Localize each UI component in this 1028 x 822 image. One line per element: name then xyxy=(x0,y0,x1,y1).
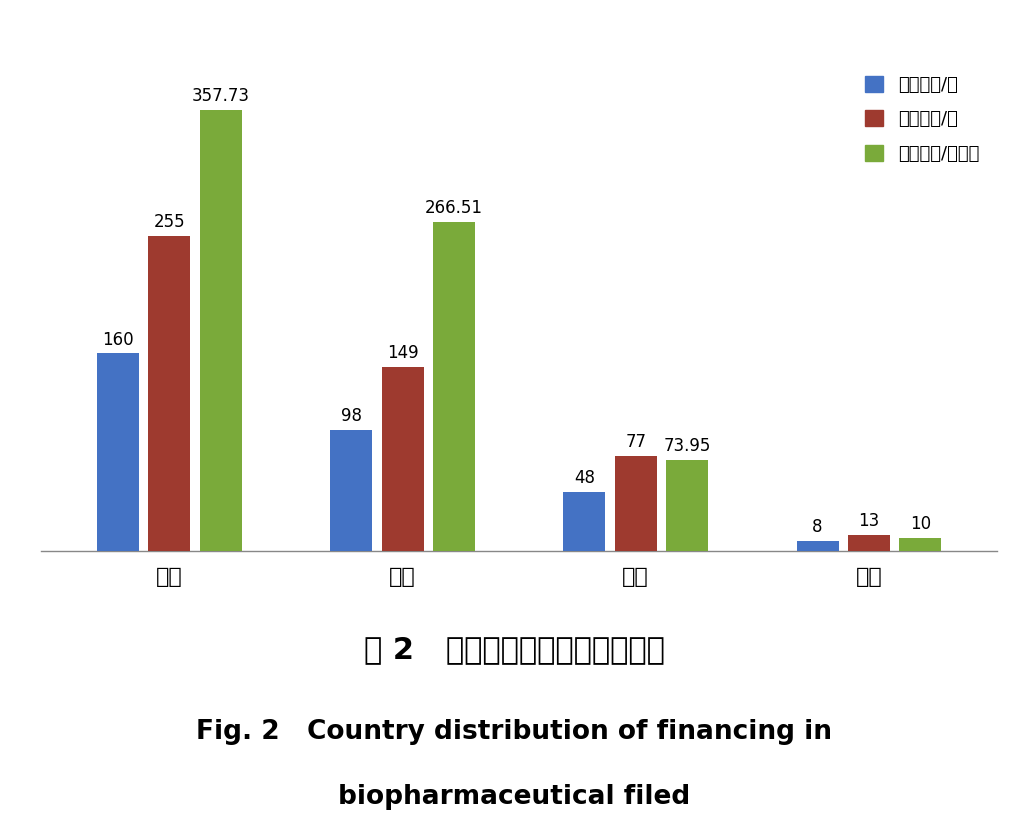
Text: 98: 98 xyxy=(340,407,362,425)
Text: 255: 255 xyxy=(153,214,185,232)
Text: 77: 77 xyxy=(625,433,647,450)
Text: 149: 149 xyxy=(387,344,418,362)
Text: 48: 48 xyxy=(574,469,595,487)
Text: 8: 8 xyxy=(812,518,822,536)
Bar xyxy=(381,367,424,551)
Text: biopharmaceutical filed: biopharmaceutical filed xyxy=(338,784,690,810)
Bar xyxy=(797,541,839,551)
Bar xyxy=(848,535,890,551)
Bar xyxy=(433,222,475,551)
Bar xyxy=(666,459,708,551)
Bar xyxy=(330,430,372,551)
Text: 266.51: 266.51 xyxy=(425,199,483,217)
Bar xyxy=(199,109,242,551)
Bar xyxy=(615,455,657,551)
Text: 13: 13 xyxy=(858,512,880,530)
Bar xyxy=(97,353,139,551)
Text: 图 2   生物制药领域融资区域分布: 图 2 生物制药领域融资区域分布 xyxy=(364,635,664,664)
Bar xyxy=(148,237,190,551)
Text: 73.95: 73.95 xyxy=(663,436,710,455)
Text: 160: 160 xyxy=(102,330,134,349)
Text: 357.73: 357.73 xyxy=(191,87,250,104)
Legend: 融资企业/家, 融资事件/次, 融资金额/亿美元: 融资企业/家, 融资事件/次, 融资金额/亿美元 xyxy=(856,67,988,172)
Text: 10: 10 xyxy=(910,515,930,533)
Bar xyxy=(900,538,942,551)
Text: Fig. 2   Country distribution of financing in: Fig. 2 Country distribution of financing… xyxy=(196,718,832,745)
Bar xyxy=(563,492,605,551)
